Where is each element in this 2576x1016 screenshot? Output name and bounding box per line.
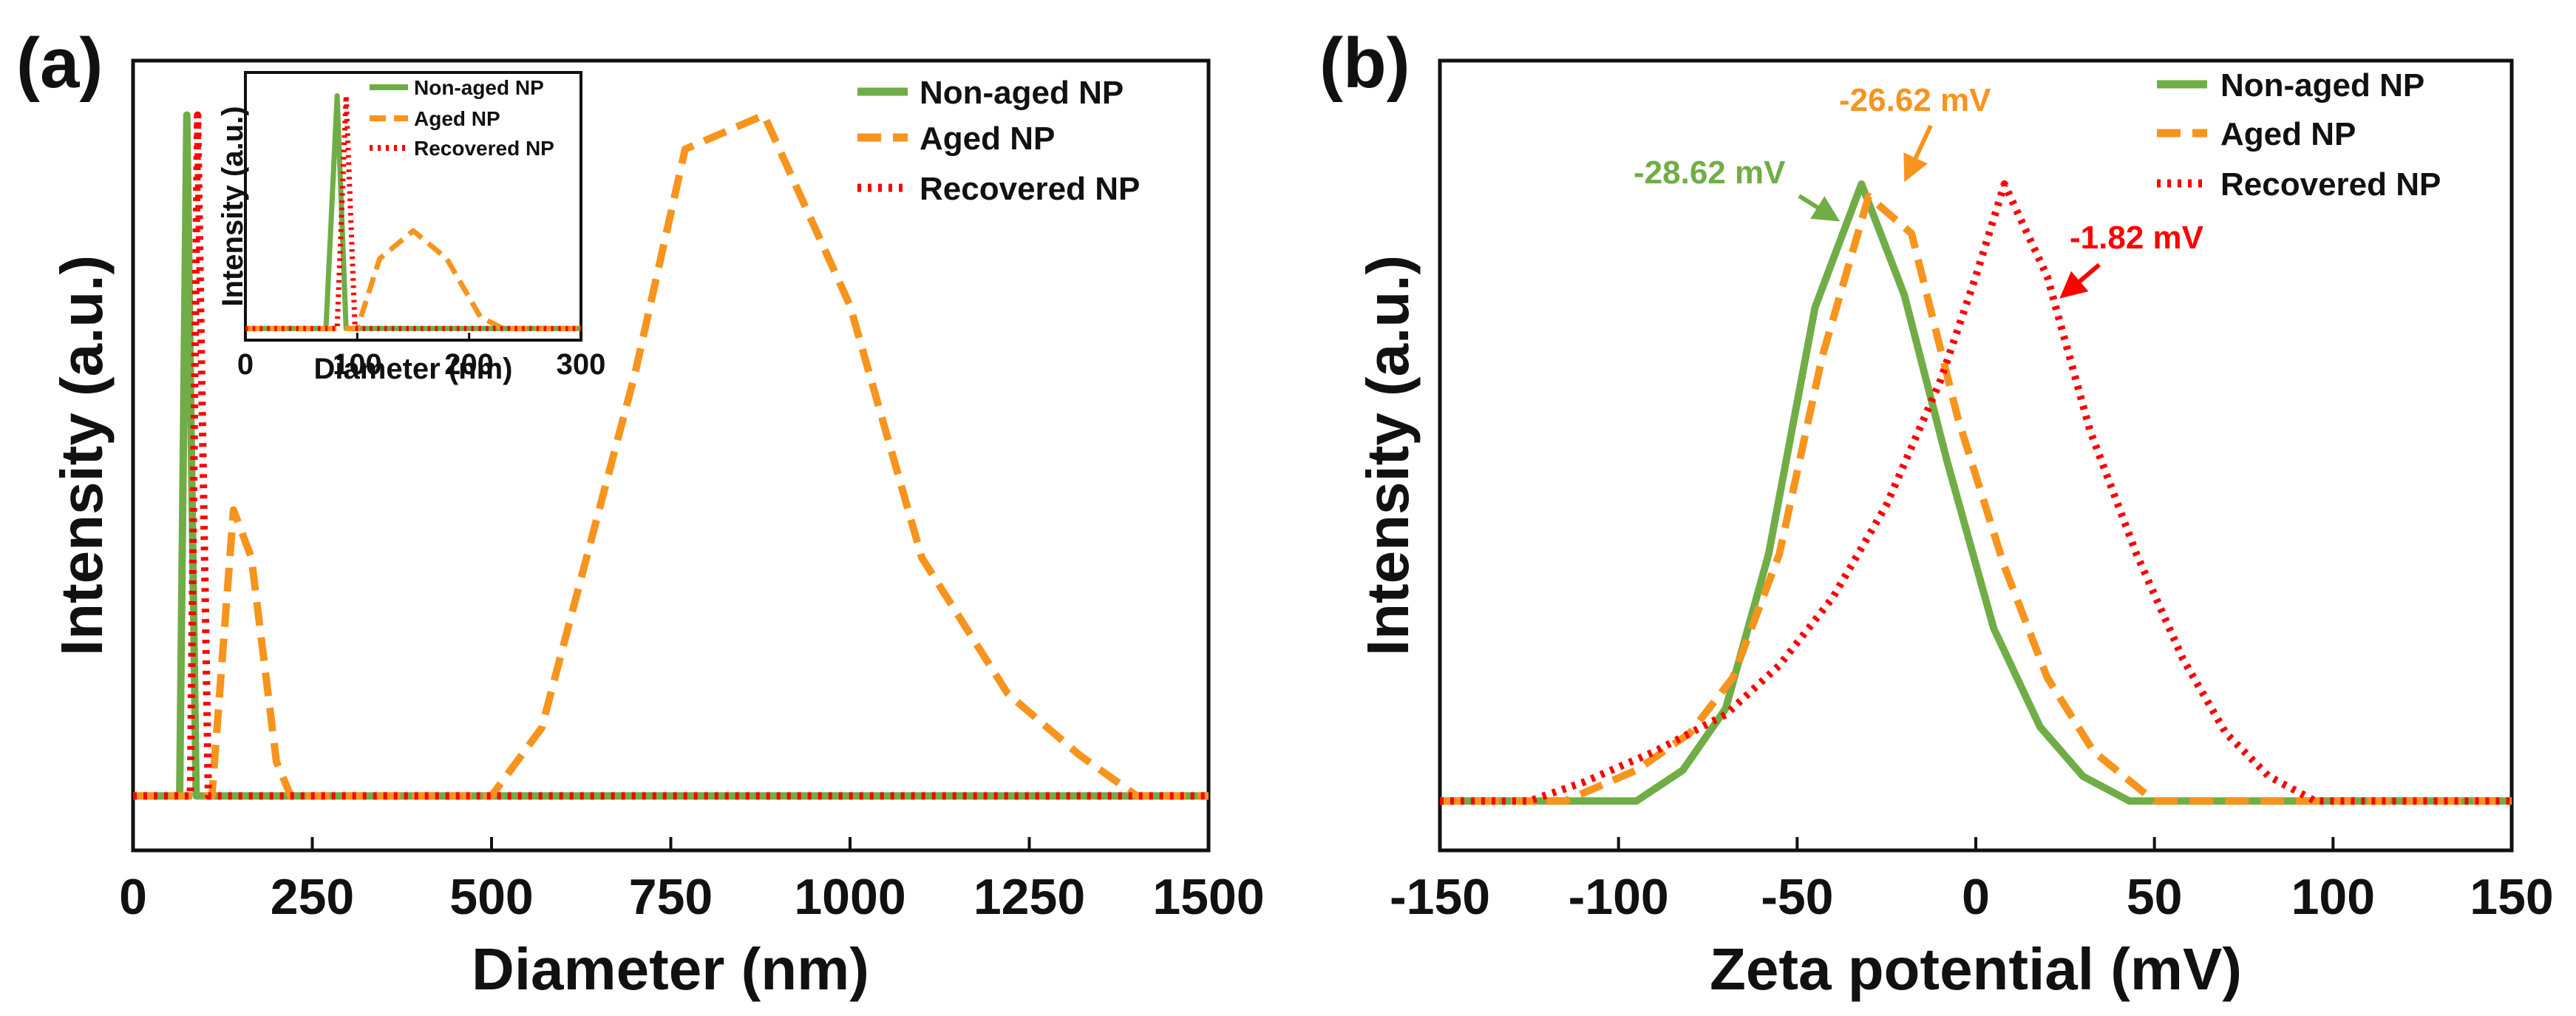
annotation-non-aged-peak: -28.62 mV	[1634, 155, 1786, 191]
inset-x-tick-label: 200	[444, 348, 494, 381]
panel-b-legend-label-non-aged: Non-aged NP	[2220, 67, 2424, 104]
panel-b-annotations: -28.62 mV -26.62 mV -1.82 mV	[1634, 82, 2204, 299]
inset-y-axis-title: Intensity (a.u.)	[217, 106, 249, 306]
panel-a-x-tick-label: 1000	[794, 869, 905, 925]
panel-a-legend: Non-aged NP Aged NP Recovered NP	[857, 75, 1140, 207]
panel-b-legend-label-recovered: Recovered NP	[2220, 166, 2441, 203]
inset-series	[245, 92, 581, 331]
panel-a-x-ticks: 0 250 500 750 1000 1250 1500	[119, 837, 1265, 925]
annotation-recovered-peak: -1.82 mV	[2070, 220, 2204, 256]
panel-b-x-tick-label: 150	[2470, 869, 2553, 925]
panel-a-x-tick-label: 250	[271, 869, 354, 925]
panel-b-legend-label-aged: Aged NP	[2220, 116, 2356, 152]
panel-a-label: (a)	[16, 24, 103, 103]
inset-legend: Non-aged NP Aged NP Recovered NP	[370, 76, 554, 160]
panel-a-x-tick-label: 0	[119, 869, 147, 925]
panel-b-x-tick-label: 50	[2127, 869, 2183, 925]
panel-b-y-axis-title: Intensity (a.u.)	[1355, 255, 1421, 656]
annotation-aged-arrow	[1903, 124, 1933, 183]
panel-b-x-ticks: -150 -100 -50 0 50 100 150	[1390, 837, 2554, 925]
panel-a-legend-label-non-aged: Non-aged NP	[920, 75, 1124, 111]
annotation-aged-peak: -26.62 mV	[1839, 82, 1991, 118]
annotation-non-aged-arrow	[1798, 194, 1841, 222]
panel-a-x-tick-label: 1250	[973, 869, 1085, 925]
panel-b-x-tick-label: 0	[1962, 869, 1990, 925]
panel-a-legend-label-recovered: Recovered NP	[920, 171, 1140, 207]
panel-a-series	[133, 111, 1209, 800]
panel-a-x-tick-label: 500	[449, 869, 533, 925]
inset-series-aged-np	[245, 228, 581, 331]
panel-a: (a) 0 250 500 750 1000 1250 1500 Diameter (nm)…	[16, 24, 1265, 1002]
panel-b-x-tick-label: -100	[1569, 869, 1669, 925]
panel-b-series-aged-np	[1440, 192, 2512, 805]
inset-x-tick-label: 100	[333, 348, 382, 381]
panel-a-inset: 0 100 200 300 Diameter (nm) Intensity (a.u.…	[217, 71, 606, 385]
inset-plot-frame	[244, 71, 582, 342]
annotation-recovered-arrow	[2059, 263, 2101, 299]
panel-a-series-aged-np	[133, 111, 1209, 800]
panel-b-x-tick-label: 100	[2291, 869, 2375, 925]
inset-x-axis-title: Diameter (nm)	[314, 353, 513, 385]
panel-a-legend-label-aged: Aged NP	[920, 121, 1055, 157]
panel-a-x-tick-label: 750	[629, 869, 713, 925]
panel-b-series-non-aged-np	[1440, 180, 2512, 805]
panel-b: (b) -150 -100 -50 0 50 100 150 Zeta potential …	[1319, 24, 2554, 1002]
panel-b-series	[1440, 180, 2512, 805]
panel-b-label: (b)	[1319, 24, 1410, 103]
panel-a-x-tick-label: 1500	[1152, 869, 1264, 925]
inset-series-recovered-np	[245, 92, 581, 331]
inset-x-tick-label: 0	[237, 348, 254, 381]
inset-legend-label-recovered: Recovered NP	[414, 137, 554, 160]
panel-a-y-axis-title: Intensity (a.u.)	[49, 255, 115, 656]
inset-legend-label-non-aged: Non-aged NP	[414, 76, 544, 99]
panel-b-legend: Non-aged NP Aged NP Recovered NP	[2157, 67, 2441, 203]
panel-a-series-recovered-np	[133, 111, 1209, 800]
inset-legend-label-aged: Aged NP	[414, 107, 500, 130]
inset-x-ticks: 0 100 200 300	[237, 333, 606, 381]
panel-b-x-axis-title: Zeta potential (mV)	[1710, 936, 2242, 1002]
panel-a-x-axis-title: Diameter (nm)	[472, 936, 869, 1002]
panel-b-series-recovered-np	[1440, 180, 2512, 805]
inset-x-tick-label: 300	[557, 348, 606, 381]
panel-b-x-tick-label: -150	[1390, 869, 1490, 925]
panel-b-x-tick-label: -50	[1761, 869, 1833, 925]
